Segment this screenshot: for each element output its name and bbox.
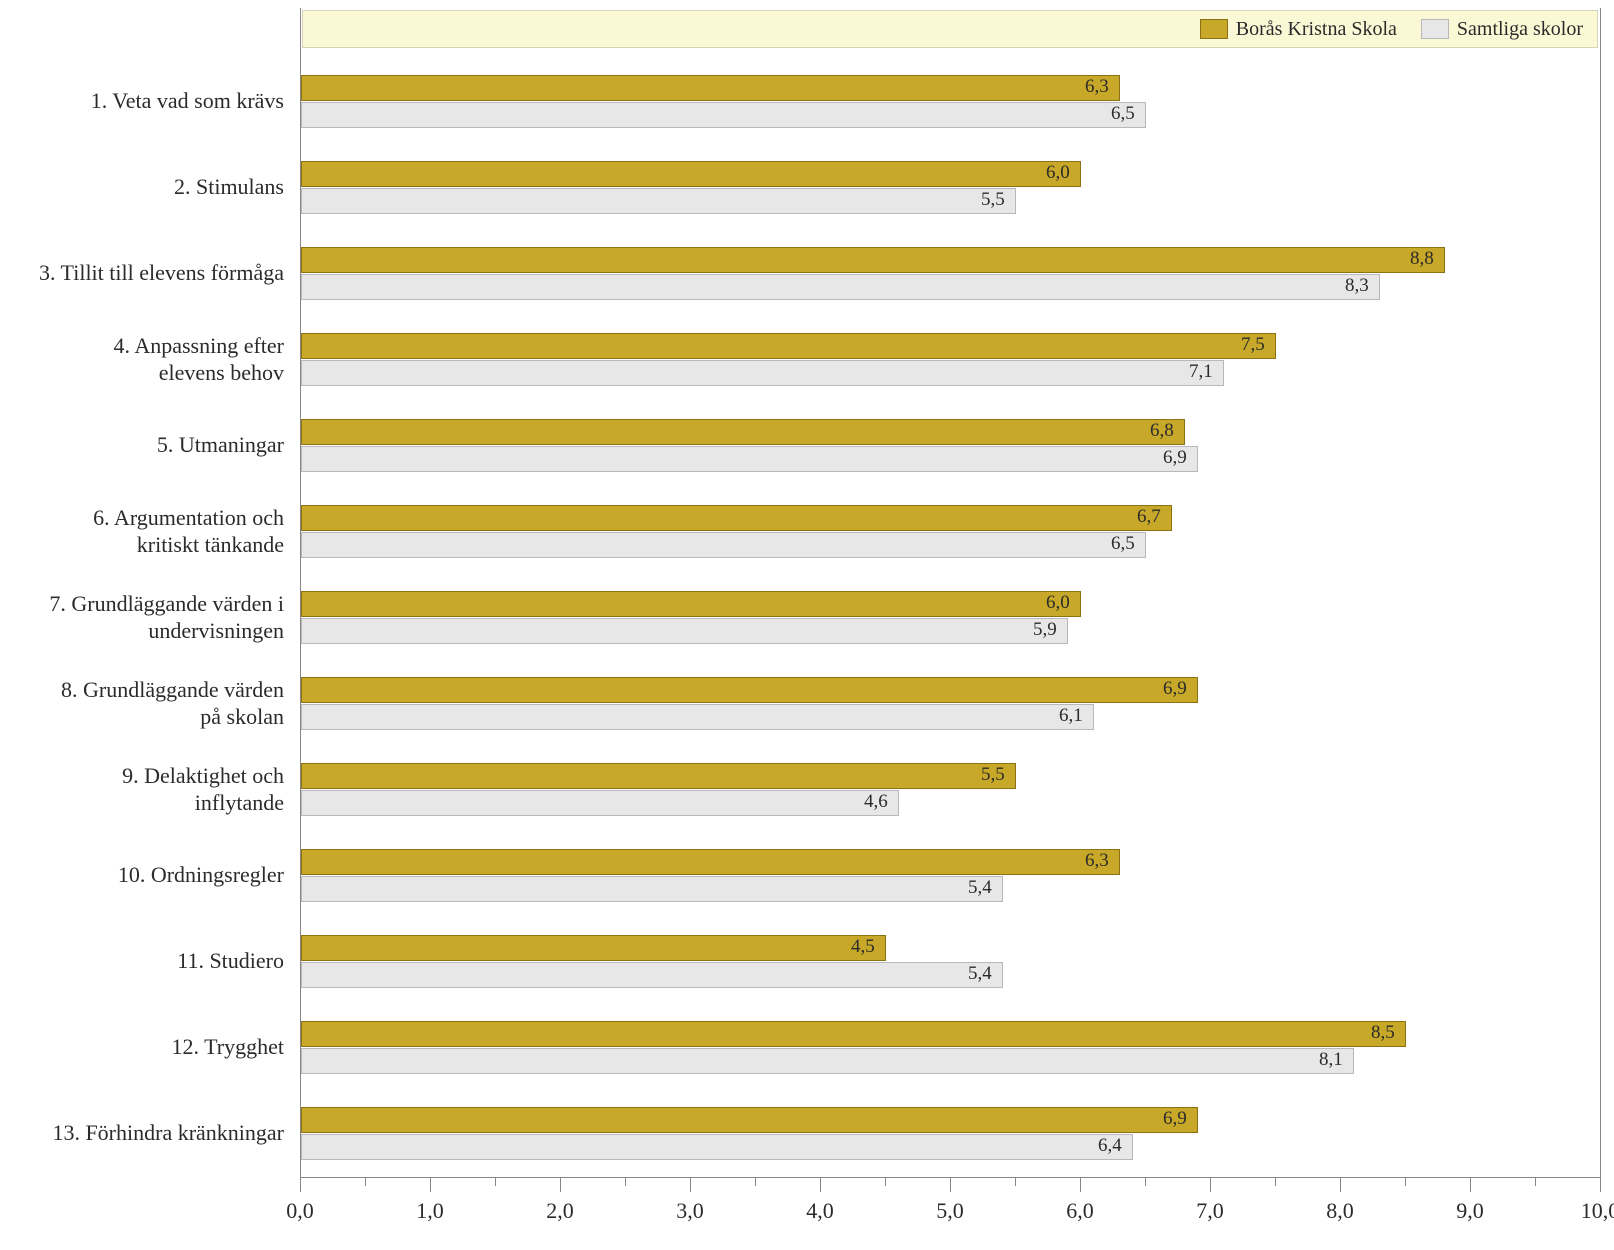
plot-area: 0,01,02,03,04,05,06,07,08,09,010,06,36,5… (300, 8, 1601, 1178)
x-tick-label: 10,0 (1581, 1198, 1614, 1224)
x-minor-tick (755, 1178, 756, 1186)
bar-series-b (301, 1048, 1354, 1074)
x-minor-tick (1145, 1178, 1146, 1186)
bar-series-b (301, 876, 1003, 902)
x-tick-label: 9,0 (1456, 1198, 1484, 1224)
x-minor-tick (495, 1178, 496, 1186)
x-tick (560, 1178, 561, 1192)
bar-series-b (301, 962, 1003, 988)
category-label: 4. Anpassning efterelevens behov (0, 332, 284, 387)
bar-value-b: 4,6 (864, 791, 888, 813)
bar-series-b (301, 618, 1068, 644)
x-minor-tick (1015, 1178, 1016, 1186)
x-tick (950, 1178, 951, 1192)
bar-series-b (301, 188, 1016, 214)
category-label: 11. Studiero (0, 947, 284, 975)
bar-value-b: 5,4 (968, 963, 992, 985)
bar-series-a (301, 677, 1198, 703)
bar-series-a (301, 75, 1120, 101)
bar-value-a: 6,9 (1163, 1108, 1187, 1130)
x-tick (690, 1178, 691, 1192)
bar-series-b (301, 360, 1224, 386)
x-minor-tick (885, 1178, 886, 1186)
bar-value-a: 6,0 (1046, 592, 1070, 614)
x-tick (430, 1178, 431, 1192)
bar-value-b: 6,5 (1111, 103, 1135, 125)
x-tick (1470, 1178, 1471, 1192)
x-tick (1600, 1178, 1601, 1192)
bar-series-b (301, 446, 1198, 472)
bar-value-a: 6,7 (1137, 506, 1161, 528)
category-label: 13. Förhindra kränkningar (0, 1119, 284, 1147)
bar-series-b (301, 704, 1094, 730)
x-minor-tick (1275, 1178, 1276, 1186)
bar-value-a: 5,5 (981, 764, 1005, 786)
bar-value-b: 6,5 (1111, 533, 1135, 555)
bar-series-a (301, 333, 1276, 359)
x-minor-tick (1535, 1178, 1536, 1186)
bar-series-a (301, 763, 1016, 789)
category-label: 12. Trygghet (0, 1033, 284, 1061)
x-tick (1210, 1178, 1211, 1192)
bar-value-b: 6,4 (1098, 1135, 1122, 1157)
bar-series-b (301, 102, 1146, 128)
x-tick (1340, 1178, 1341, 1192)
x-tick-label: 6,0 (1066, 1198, 1094, 1224)
bar-series-a (301, 935, 886, 961)
bar-series-a (301, 591, 1081, 617)
bar-value-b: 8,1 (1319, 1049, 1343, 1071)
bar-value-a: 6,3 (1085, 850, 1109, 872)
bar-series-a (301, 1021, 1406, 1047)
x-tick-label: 7,0 (1196, 1198, 1224, 1224)
x-tick-label: 1,0 (416, 1198, 444, 1224)
category-label: 7. Grundläggande värden iundervisningen (0, 590, 284, 645)
bar-value-a: 8,5 (1371, 1022, 1395, 1044)
bar-series-a (301, 849, 1120, 875)
bar-value-a: 6,3 (1085, 76, 1109, 98)
x-tick-label: 5,0 (936, 1198, 964, 1224)
x-tick-label: 0,0 (286, 1198, 314, 1224)
bar-series-b (301, 790, 899, 816)
category-label: 5. Utmaningar (0, 431, 284, 459)
bar-value-a: 8,8 (1410, 248, 1434, 270)
bar-value-b: 6,1 (1059, 705, 1083, 727)
bar-value-b: 5,9 (1033, 619, 1057, 641)
category-label: 1. Veta vad som krävs (0, 87, 284, 115)
bar-series-a (301, 247, 1445, 273)
x-tick-label: 2,0 (546, 1198, 574, 1224)
category-label: 10. Ordningsregler (0, 861, 284, 889)
x-tick (820, 1178, 821, 1192)
category-label: 8. Grundläggande värdenpå skolan (0, 676, 284, 731)
bar-value-a: 6,0 (1046, 162, 1070, 184)
bar-series-a (301, 1107, 1198, 1133)
x-minor-tick (1405, 1178, 1406, 1186)
x-tick-label: 3,0 (676, 1198, 704, 1224)
x-tick (300, 1178, 301, 1192)
bar-series-a (301, 505, 1172, 531)
x-tick (1080, 1178, 1081, 1192)
bar-value-a: 7,5 (1241, 334, 1265, 356)
bar-value-b: 7,1 (1189, 361, 1213, 383)
category-label: 6. Argumentation ochkritiskt tänkande (0, 504, 284, 559)
chart-container: Borås Kristna Skola Samtliga skolor 0,01… (0, 0, 1614, 1250)
bar-series-b (301, 274, 1380, 300)
bar-value-b: 5,5 (981, 189, 1005, 211)
x-minor-tick (365, 1178, 366, 1186)
bar-value-a: 6,8 (1150, 420, 1174, 442)
bar-series-b (301, 532, 1146, 558)
x-tick-label: 8,0 (1326, 1198, 1354, 1224)
bar-value-b: 5,4 (968, 877, 992, 899)
bar-value-b: 6,9 (1163, 447, 1187, 469)
bar-series-a (301, 419, 1185, 445)
bar-series-b (301, 1134, 1133, 1160)
x-tick-label: 4,0 (806, 1198, 834, 1224)
category-label: 3. Tillit till elevens förmåga (0, 259, 284, 287)
category-label: 2. Stimulans (0, 173, 284, 201)
bar-value-a: 6,9 (1163, 678, 1187, 700)
bar-value-b: 8,3 (1345, 275, 1369, 297)
category-label: 9. Delaktighet ochinflytande (0, 762, 284, 817)
bar-value-a: 4,5 (851, 936, 875, 958)
bar-series-a (301, 161, 1081, 187)
x-minor-tick (625, 1178, 626, 1186)
